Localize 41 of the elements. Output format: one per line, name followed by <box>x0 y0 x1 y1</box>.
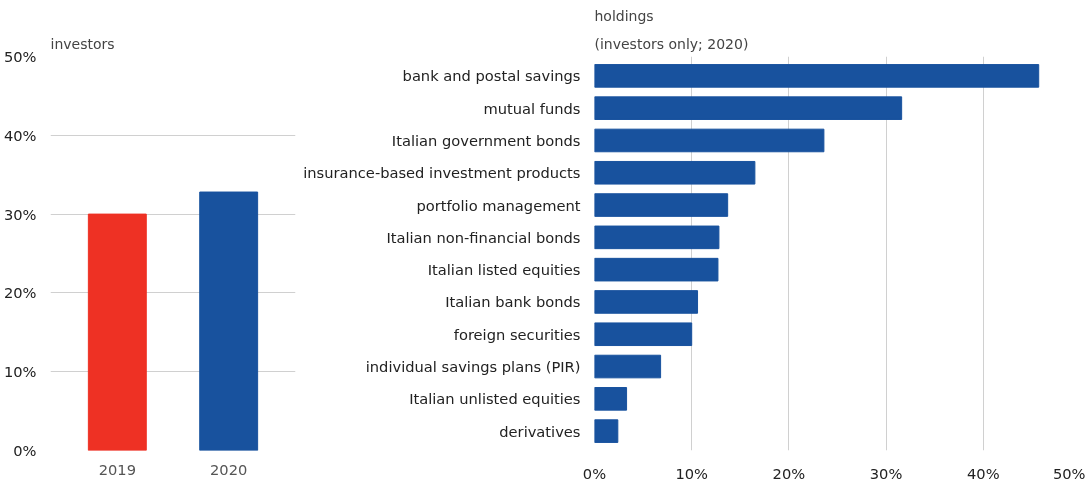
y-tick-label: 50% <box>3 48 37 65</box>
bar <box>594 354 662 379</box>
y-tick-label: derivatives <box>499 422 581 440</box>
bar <box>594 387 628 411</box>
chart-subtitle: (investors only; 2020) <box>594 35 749 52</box>
x-tick-label: 2019 <box>98 460 136 478</box>
chart-title: holdings <box>594 7 654 24</box>
bar <box>594 96 903 120</box>
bar <box>594 64 1040 88</box>
bar <box>594 225 720 250</box>
y-tick-label: bank and postal savings <box>402 67 581 85</box>
chart-title: investors <box>50 35 115 52</box>
y-tick-label: Italian bank bonds <box>445 293 581 311</box>
bar <box>594 193 729 217</box>
x-tick-label: 2020 <box>210 460 248 478</box>
bar <box>594 419 619 443</box>
bar <box>594 290 699 314</box>
x-tick-label: 20% <box>772 464 806 482</box>
y-tick-label: Italian non-financial bonds <box>386 228 581 246</box>
y-tick-label: Italian listed equities <box>427 261 581 279</box>
bar <box>594 257 719 282</box>
y-tick-label: 10% <box>3 363 37 381</box>
y-tick-label: mutual funds <box>483 99 581 117</box>
y-tick-label: foreign securities <box>453 325 581 343</box>
x-tick-label: 40% <box>967 464 1000 482</box>
y-tick-label: Italian government bonds <box>391 131 581 149</box>
y-tick-label: individual savings plans (PIR) <box>365 358 581 376</box>
x-tick-label: 0% <box>582 464 607 482</box>
y-tick-label: Italian unlisted equities <box>409 390 581 408</box>
bar <box>594 160 756 185</box>
x-tick-label: 10% <box>675 464 709 482</box>
bar <box>594 128 825 153</box>
y-tick-label: 0% <box>13 442 37 459</box>
y-tick-label: 40% <box>3 126 37 144</box>
y-tick-label: portfolio management <box>416 196 581 214</box>
y-tick-label: insurance-based investment products <box>303 164 581 182</box>
y-tick-label: 30% <box>3 205 37 223</box>
y-tick-label: 20% <box>3 284 37 302</box>
x-tick-label: 30% <box>869 464 903 482</box>
bar <box>594 322 693 347</box>
x-tick-label: 50% <box>1052 464 1086 482</box>
